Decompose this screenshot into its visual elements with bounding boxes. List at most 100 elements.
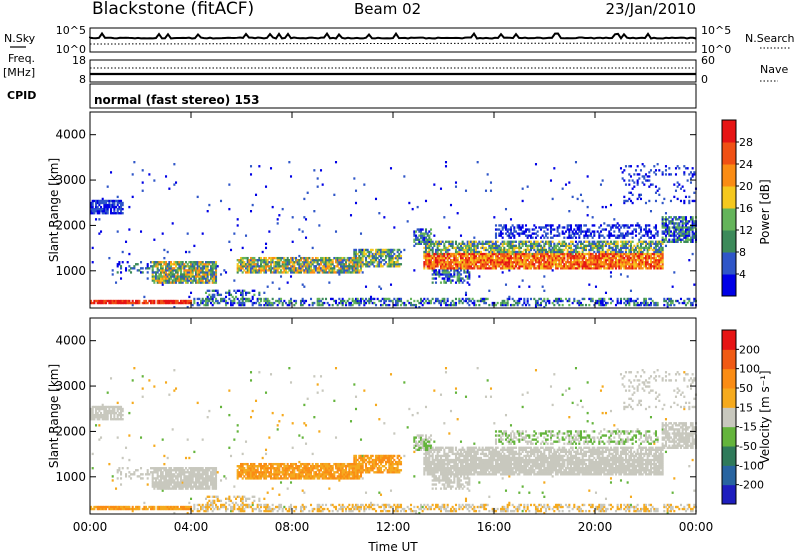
power-cell [308,303,311,307]
velocity-cell [153,505,156,509]
power-cell [451,279,454,282]
power-cell [494,265,498,268]
power-cell [236,297,239,301]
velocity-cell [96,505,99,509]
power-cell [553,252,556,256]
power-cell [686,220,689,223]
power-cell [509,242,513,246]
power-cell [496,228,499,231]
power-cell [96,199,99,203]
power-cell [108,301,111,305]
power-cell [181,299,184,303]
power-cell [579,261,583,264]
power-cell [288,161,291,164]
power-cell [524,263,528,266]
power-cell [459,248,463,252]
power-cell [306,267,309,270]
power-cell [466,254,469,258]
power-cell [174,277,178,280]
power-cell [664,173,668,176]
power-cell [618,230,621,233]
power-cell [646,175,649,178]
power-cell [474,250,478,254]
power-cell [658,187,661,190]
power-cell [668,299,671,303]
power-cell [601,205,604,209]
power-cell [561,303,564,307]
power-cell [229,299,233,303]
velocity-cell [99,407,103,411]
power-cell [689,240,693,243]
power-cell [183,279,186,282]
power-cell [691,236,694,239]
velocity-cell [128,434,131,437]
power-cell [258,271,261,274]
power-cell [496,261,499,264]
power-cell [269,301,273,305]
power-cell [248,267,251,270]
power-cell [491,301,494,305]
power-cell [259,267,263,270]
power-cell [678,183,681,186]
beam-label: Beam 02 [354,0,421,18]
power-cell [598,256,601,260]
power-cell [199,267,203,270]
velocity-cell [118,405,121,409]
power-cell [361,248,364,252]
power-cell [396,303,399,307]
power-cell [389,248,393,252]
power-cell [434,297,438,301]
power-cell [501,236,504,239]
power-cell [641,261,644,264]
velocity-cell [119,409,123,413]
power-cell [168,301,171,305]
power-cell [473,259,476,262]
power-cell [604,250,608,254]
power-cell [93,199,96,203]
power-cell [193,301,196,305]
power-cell [391,254,394,258]
power-cell [301,269,304,272]
power-cell [588,250,591,254]
power-cell [644,256,648,260]
power-cell [528,252,531,256]
power-cell [551,254,554,258]
power-cell [453,267,456,270]
power-cell [611,246,614,250]
power-cell [134,299,138,303]
power-cell [388,297,391,301]
power-cell [419,242,423,246]
power-cell [406,299,409,303]
power-cell [309,267,313,270]
power-cell [321,261,324,264]
power-cell [524,259,528,262]
power-cell [584,252,588,256]
power-cell [156,265,159,268]
power-cell [588,234,591,237]
power-cell [661,222,664,225]
power-cell [178,265,181,268]
power-cell [189,261,193,264]
power-cell [458,254,461,258]
power-cell [499,301,503,305]
power-cell [229,248,233,252]
power-cell [433,234,436,237]
power-cell [459,242,463,246]
power-cell [511,252,514,256]
power-cell [506,267,509,270]
power-cell [434,273,438,276]
velocity-cell [109,418,113,421]
power-cell [526,234,529,237]
power-cell [506,297,509,301]
power-cell [543,299,546,303]
power-cell [484,297,488,301]
power-cell [418,242,421,246]
power-cell [449,242,453,246]
power-cell [681,234,684,237]
power-cell [651,183,654,186]
power-cell [669,216,673,219]
power-cell [109,205,113,209]
power-cell [529,240,533,243]
power-cell [576,246,579,250]
power-cell [654,191,658,194]
